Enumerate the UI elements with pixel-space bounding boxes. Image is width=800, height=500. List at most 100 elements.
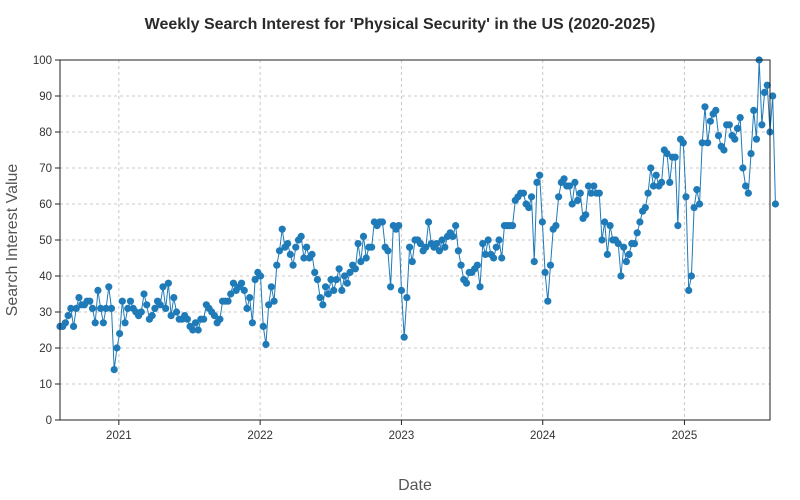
data-point — [704, 139, 712, 147]
data-point — [742, 182, 750, 190]
data-point — [183, 315, 191, 323]
data-point — [237, 279, 246, 287]
data-point — [527, 193, 536, 201]
data-point — [473, 261, 481, 269]
data-point — [647, 164, 655, 172]
data-point — [259, 322, 267, 330]
data-point — [170, 294, 178, 302]
data-point — [102, 304, 110, 312]
data-point — [679, 139, 687, 147]
data-point — [67, 304, 75, 312]
data-point — [422, 243, 430, 251]
data-point — [64, 312, 72, 320]
x-tick-label: 2023 — [389, 430, 415, 442]
data-point — [441, 243, 449, 251]
y-tick-label: 0 — [46, 415, 52, 427]
data-point — [267, 283, 275, 291]
data-point — [546, 261, 555, 269]
data-point — [587, 189, 595, 197]
data-point — [641, 204, 649, 212]
data-point — [533, 178, 541, 186]
data-point — [251, 276, 259, 284]
data-point — [278, 225, 286, 233]
data-point — [162, 304, 170, 312]
data-point — [292, 243, 300, 251]
data-point — [671, 153, 679, 161]
data-point — [408, 258, 416, 266]
data-point — [368, 243, 376, 251]
y-tick-label: 30 — [39, 307, 52, 319]
data-point — [395, 222, 403, 230]
data-point — [338, 286, 346, 294]
data-point — [747, 150, 755, 158]
data-point — [321, 283, 330, 291]
data-point — [94, 286, 102, 294]
data-point — [652, 171, 660, 179]
data-point — [107, 304, 116, 312]
data-point — [552, 222, 560, 230]
data-point — [262, 340, 270, 348]
data-point — [97, 304, 105, 312]
data-points — [56, 56, 780, 374]
x-tick-label: 2024 — [530, 430, 556, 442]
data-point — [625, 250, 633, 258]
data-point — [311, 268, 319, 276]
data-point — [693, 186, 701, 194]
data-point — [248, 319, 256, 327]
data-point — [424, 218, 433, 226]
y-tick-label: 40 — [39, 271, 52, 283]
data-point — [167, 312, 175, 320]
data-point — [284, 240, 292, 248]
x-axis-label: Date — [398, 477, 432, 494]
data-point — [769, 92, 777, 100]
data-point — [316, 294, 324, 302]
y-tick-label: 50 — [39, 235, 52, 247]
data-point — [435, 247, 443, 255]
data-point — [752, 135, 761, 143]
data-point — [682, 193, 690, 201]
data-point — [492, 243, 500, 251]
data-point — [750, 106, 758, 114]
data-point — [538, 218, 546, 226]
data-point — [712, 106, 720, 114]
data-point — [498, 254, 506, 262]
data-point — [674, 222, 682, 230]
data-point — [324, 290, 332, 298]
data-point — [159, 283, 167, 291]
data-point — [525, 204, 533, 212]
data-point — [519, 189, 528, 197]
data-point — [590, 182, 598, 190]
data-point — [91, 319, 99, 327]
data-point — [357, 258, 365, 266]
data-point — [606, 222, 614, 230]
data-point — [359, 232, 368, 240]
data-point — [319, 301, 327, 309]
data-point — [354, 240, 362, 248]
data-point — [256, 272, 265, 280]
data-point — [644, 189, 652, 197]
data-point — [303, 243, 311, 251]
data-point — [614, 240, 622, 248]
data-point — [308, 250, 316, 258]
y-tick-label: 100 — [33, 55, 52, 67]
data-point — [706, 117, 714, 125]
data-point — [760, 88, 769, 96]
data-point — [568, 200, 576, 208]
data-point — [330, 286, 338, 294]
data-point — [481, 250, 490, 258]
data-point — [571, 178, 579, 186]
data-point — [121, 319, 129, 327]
data-point — [243, 304, 251, 312]
data-point — [72, 304, 80, 312]
data-point — [457, 261, 465, 269]
data-point — [240, 286, 248, 294]
data-point — [113, 344, 121, 352]
data-point — [156, 301, 164, 309]
chart-title: Weekly Search Interest for 'Physical Sec… — [145, 16, 656, 33]
data-point — [362, 254, 370, 262]
x-tick-label: 2025 — [672, 430, 698, 442]
data-point — [327, 276, 335, 284]
data-point — [110, 366, 118, 374]
data-point — [584, 182, 593, 190]
data-point — [452, 222, 460, 230]
